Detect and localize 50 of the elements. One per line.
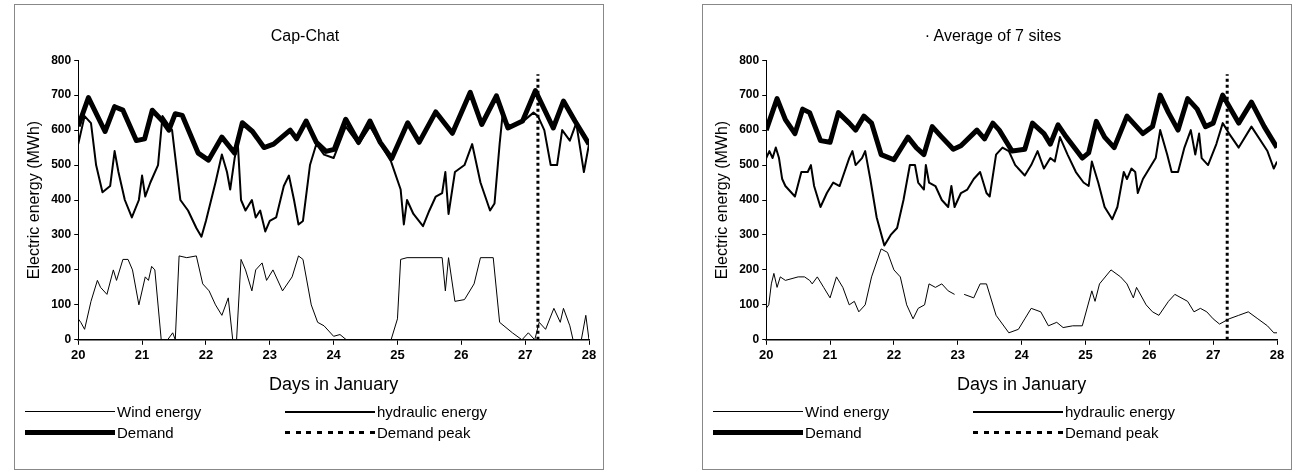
y-tick-label: 400 (739, 192, 760, 207)
y-tick-label: 800 (51, 52, 72, 67)
y-tick-label: 300 (739, 227, 760, 242)
x-tick-label: 26 (1142, 347, 1157, 363)
x-tick-label: 27 (1205, 347, 1221, 363)
legend-label: hydraulic energy (1065, 403, 1176, 420)
y-tick-label: 800 (739, 52, 760, 67)
x-tick-label: 28 (581, 347, 597, 363)
legend-label: Wind energy (805, 403, 890, 420)
y-tick-label: 500 (739, 157, 760, 172)
x-tick-label: 24 (326, 347, 342, 363)
x-axis-title: Days in January (957, 374, 1087, 395)
y-tick-label: 400 (51, 192, 72, 207)
x-tick-label: 20 (758, 347, 774, 363)
y-axis-title: Electric energy (MWh) (25, 120, 43, 280)
x-tick-label: 25 (390, 347, 405, 363)
legend-label: hydraulic energy (377, 403, 488, 420)
y-axis-title: Electric energy (MWh) (713, 120, 731, 280)
y-tick-label: 0 (752, 332, 760, 347)
x-tick-label: 25 (1078, 347, 1093, 363)
y-tick-label: 200 (51, 262, 72, 277)
y-tick-label: 100 (739, 297, 760, 312)
x-axis-title: Days in January (269, 374, 399, 395)
x-tick-label: 27 (517, 347, 533, 363)
y-tick-label: 100 (51, 297, 72, 312)
y-tick-label: 700 (739, 87, 760, 102)
legend-label: Demand (805, 424, 862, 441)
x-tick-label: 22 (198, 347, 214, 363)
legend-label: Demand peak (1065, 424, 1159, 441)
x-tick-label: 22 (886, 347, 902, 363)
chart-title: Cap-Chat (270, 27, 340, 45)
y-tick-label: 600 (51, 122, 72, 137)
x-tick-label: 20 (70, 347, 86, 363)
y-tick-label: 700 (51, 87, 72, 102)
x-tick-label: 23 (262, 347, 277, 363)
y-tick-label: 600 (739, 122, 760, 137)
y-tick-label: 500 (51, 157, 72, 172)
legend-label: Demand (117, 424, 174, 441)
y-tick-label: 300 (51, 227, 72, 242)
x-tick-label: 21 (822, 347, 838, 363)
x-tick-label: 28 (1269, 347, 1285, 363)
legend-label: Demand peak (377, 424, 471, 441)
y-tick-label: 200 (739, 262, 760, 277)
y-tick-label: 0 (64, 332, 72, 347)
chart-title: · Average of 7 sites (924, 27, 1062, 45)
x-tick-label: 26 (454, 347, 469, 363)
legend-label: Wind energy (117, 403, 202, 420)
x-tick-label: 23 (950, 347, 965, 363)
x-tick-label: 24 (1014, 347, 1030, 363)
x-tick-label: 21 (134, 347, 150, 363)
